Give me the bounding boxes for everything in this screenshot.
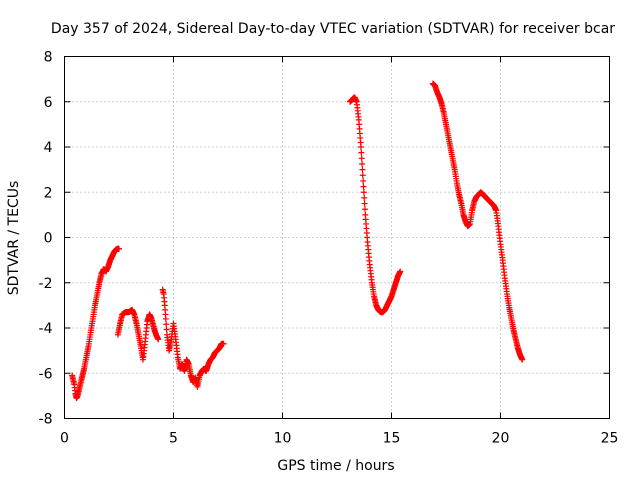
x-tick-labels: 0 5 10 15 20 25 [60, 431, 618, 447]
y-tick-label: -6 [39, 366, 53, 382]
x-tick-label: 15 [383, 431, 401, 447]
data-point [360, 189, 367, 196]
y-tick-label: 4 [44, 140, 53, 156]
x-tick-label: 0 [60, 431, 69, 447]
data-point [397, 268, 404, 275]
grid-lines [64, 56, 610, 419]
data-point [163, 326, 170, 333]
data-point [155, 336, 162, 343]
series-segment-1 [69, 245, 122, 402]
data-point [361, 200, 368, 207]
data-point [519, 356, 526, 363]
y-tick-label: -4 [39, 321, 53, 337]
series-segment-2 [114, 306, 162, 363]
data-point [360, 183, 367, 190]
data-point [359, 172, 366, 179]
y-tick-label: 0 [44, 231, 53, 247]
data-point [163, 321, 170, 328]
y-tick-label: 6 [44, 95, 53, 111]
chart-title: Day 357 of 2024, Sidereal Day-to-day VTE… [51, 21, 615, 37]
series-segment-3 [159, 286, 227, 390]
x-axis-label: GPS time / hours [277, 458, 394, 474]
y-tick-label: 8 [44, 50, 53, 66]
y-tick-label: 2 [44, 185, 53, 201]
x-tick-label: 5 [169, 431, 178, 447]
data-point [357, 144, 364, 150]
data-point [116, 245, 122, 252]
y-tick-label: -2 [39, 276, 53, 292]
plot-frame [64, 56, 610, 419]
x-tick-label: 10 [274, 431, 292, 447]
data-point [359, 166, 366, 173]
data-point [361, 206, 368, 213]
y-tick-label: -8 [39, 412, 53, 428]
data-point [361, 194, 368, 201]
y-axis-label: SDTVAR / TECUs [6, 181, 22, 296]
y-tick-labels: -8 -6 -4 -2 0 2 4 6 8 [39, 50, 53, 428]
series-segment-4 [347, 94, 404, 316]
x-tick-label: 20 [492, 431, 510, 447]
data-point [358, 149, 365, 156]
data-points [69, 80, 526, 402]
data-point [162, 315, 169, 322]
data-point [359, 160, 366, 167]
data-point [220, 340, 227, 347]
series-segment-5 [429, 80, 526, 363]
x-tick-label: 25 [601, 431, 619, 447]
data-point [358, 155, 365, 162]
data-point [360, 177, 367, 184]
